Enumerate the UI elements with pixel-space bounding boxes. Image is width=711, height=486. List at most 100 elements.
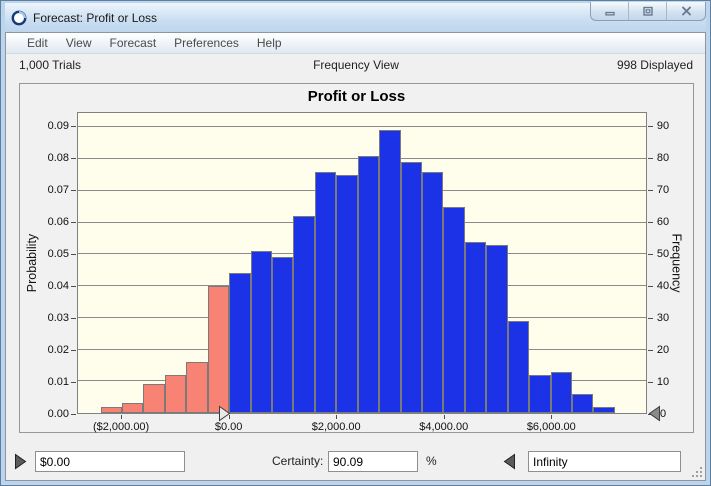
y-tick-mark-left [71, 126, 76, 128]
histogram-bar [572, 393, 594, 413]
y-tick-mark-left [71, 190, 76, 192]
histogram-bar [271, 257, 294, 413]
y-tick-label-right: 30 [656, 311, 670, 324]
x-tick-label: $6,000.00 [526, 421, 576, 433]
y-tick-label-left: 0.08 [47, 151, 69, 164]
status-row: 1,000 Trials Frequency View 998 Displaye… [19, 58, 693, 76]
y-tick-mark-right [648, 382, 653, 384]
y-tick-mark-left [71, 254, 76, 256]
certainty-label: Certainty: [272, 454, 324, 468]
x-tick-label: $4,000.00 [419, 421, 469, 433]
y-tick-mark-right [648, 190, 653, 192]
y-tick-label-left: 0.02 [47, 343, 69, 356]
restore-icon [642, 6, 653, 16]
histogram-bar [550, 371, 573, 413]
y-tick-mark-right [648, 158, 653, 160]
x-tick-mark [443, 415, 445, 419]
y-tick-label-left: 0.00 [47, 407, 69, 420]
histogram-bar [400, 162, 422, 413]
histogram-bar [314, 171, 337, 413]
histogram-bar [593, 406, 615, 413]
minimize-button[interactable] [591, 2, 629, 20]
chart-title: Profit or Loss [307, 88, 406, 105]
histogram-bar [486, 244, 508, 413]
y-tick-label-left: 0.09 [47, 119, 69, 132]
y-tick-label-left: 0.05 [47, 247, 69, 260]
x-tick-label: $2,000.00 [311, 421, 361, 433]
range-max-input[interactable] [528, 451, 681, 472]
y-tick-label-left: 0.06 [47, 215, 69, 228]
y-tick-mark-left [71, 414, 76, 415]
y-tick-label-right: 80 [656, 151, 670, 164]
y-tick-mark-left [71, 158, 76, 160]
histogram-bar [464, 241, 487, 413]
y-tick-label-right: 60 [656, 215, 670, 228]
chart-panel: Profit or Loss Probability Frequency 0.0… [19, 83, 694, 433]
y-tick-label-right: 90 [656, 119, 670, 132]
y-tick-mark-right [648, 318, 653, 320]
close-icon [681, 6, 691, 16]
certainty-grabber-right-icon[interactable] [503, 453, 516, 470]
y-tick-label-right: 50 [656, 247, 670, 260]
y-tick-mark-left [71, 222, 76, 224]
y-tick-label-left: 0.07 [47, 183, 69, 196]
menu-item-view[interactable]: View [65, 36, 92, 50]
y-tick-mark-right [648, 254, 653, 256]
y-tick-mark-left [71, 382, 76, 384]
trials-count: 1,000 Trials [19, 58, 82, 72]
histogram-bar [121, 403, 144, 413]
y-tick-label-right: 10 [656, 375, 670, 388]
window-content: Edit View Forecast Preferences Help 1,000 Tr… [5, 32, 706, 481]
view-mode-label: Frequency View [313, 58, 399, 72]
y-tick-label-left: 0.01 [47, 375, 69, 388]
restore-button[interactable] [629, 2, 667, 20]
histogram-bar [357, 155, 380, 413]
x-tick-mark [336, 415, 338, 419]
histogram-bar [143, 384, 165, 413]
chart-grabber-min[interactable] [218, 405, 231, 422]
histogram-bar [507, 320, 530, 413]
histogram-bar [186, 362, 208, 413]
y-tick-label-left: 0.04 [47, 279, 69, 292]
menu-bar: Edit View Forecast Preferences Help [6, 33, 705, 54]
x-tick-label: $0.00 [214, 421, 243, 433]
certainty-input[interactable] [328, 451, 418, 472]
histogram-bar [293, 216, 315, 413]
x-tick-mark [121, 415, 123, 419]
x-tick-label: ($2,000.00) [92, 421, 150, 433]
histogram-bar [443, 206, 465, 413]
histogram-bar [164, 374, 187, 413]
y-tick-label-right: 40 [656, 279, 670, 292]
y-tick-label-right: 70 [656, 183, 670, 196]
histogram-bar [207, 286, 230, 413]
range-min-input[interactable] [35, 451, 185, 472]
close-button[interactable] [667, 2, 705, 20]
menu-item-forecast[interactable]: Forecast [109, 36, 157, 50]
y-tick-mark-right [648, 350, 653, 352]
histogram-bar [529, 374, 551, 413]
y-tick-mark-right [648, 222, 653, 224]
certainty-grabber-left-icon[interactable] [14, 453, 27, 470]
title-bar[interactable]: Forecast: Profit or Loss [5, 3, 706, 32]
histogram-bar [100, 406, 122, 413]
menu-item-edit[interactable]: Edit [27, 36, 48, 50]
y-tick-label-right: 0 [659, 407, 667, 420]
chart-grabber-max[interactable] [648, 405, 661, 422]
window-title: Forecast: Profit or Loss [33, 10, 158, 25]
menu-item-help[interactable]: Help [256, 36, 282, 50]
y-tick-mark-left [71, 318, 76, 320]
x-tick-mark [228, 415, 230, 419]
crystal-ball-icon [11, 10, 27, 26]
y-tick-label-right: 20 [656, 343, 670, 356]
resize-grip[interactable] [692, 467, 703, 478]
histogram-bar [379, 130, 401, 413]
menu-item-preferences[interactable]: Preferences [174, 36, 239, 50]
y-tick-mark-left [71, 350, 76, 352]
y-tick-mark-right [648, 286, 653, 288]
plot-area [77, 112, 647, 414]
x-tick-mark [551, 415, 553, 419]
histogram-bar [422, 171, 444, 413]
grid-line [78, 126, 646, 128]
percent-sign: % [426, 454, 437, 468]
